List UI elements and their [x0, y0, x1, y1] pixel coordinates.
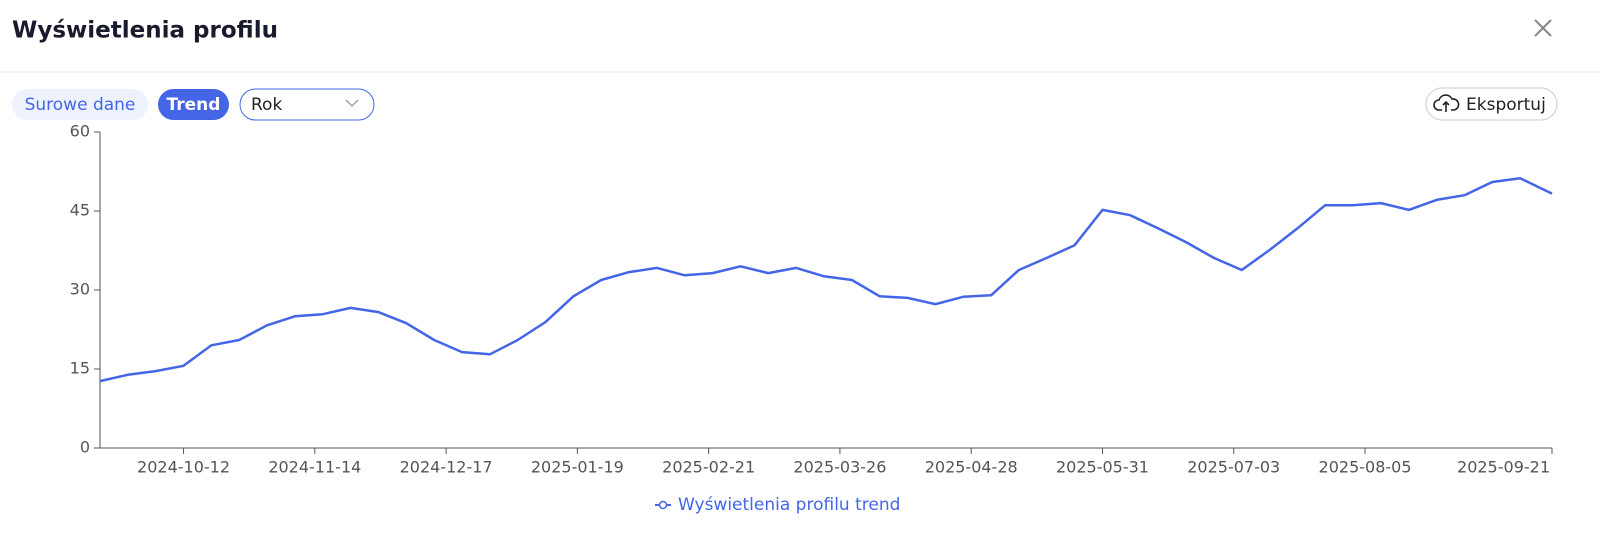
trend-line [99, 177, 1553, 383]
close-button[interactable] [1534, 19, 1552, 37]
x-tick-label: 2025-05-31 [1056, 458, 1149, 477]
x-tick-label: 2024-11-14 [268, 458, 361, 477]
raw-data-button[interactable] [12, 89, 148, 120]
x-tick-label: 2024-12-17 [400, 458, 493, 477]
y-tick-label: 60 [70, 122, 90, 141]
x-tick-label: 2025-07-03 [1187, 458, 1280, 477]
raw-data-label: Surowe dane [25, 95, 136, 115]
y-tick-label: 45 [70, 201, 90, 220]
legend-marker-dot [658, 500, 668, 510]
y-tick-label: 15 [70, 359, 90, 378]
y-tick-label: 0 [80, 438, 90, 457]
dropdown-icon [345, 99, 359, 107]
x-tick-label: 2025-09-21 [1457, 458, 1550, 477]
cloud-icon [1433, 94, 1460, 112]
x-tick-label: 2025-01-19 [531, 458, 624, 477]
period-label: Rok [251, 95, 282, 115]
x-tick-label: 2025-02-21 [662, 458, 755, 477]
x-tick-label: 2025-03-26 [793, 458, 886, 477]
trend-button[interactable] [158, 89, 229, 120]
legend-label[interactable]: Wyświetlenia profilu trend [678, 495, 900, 515]
dialog-title: Wyświetlenia profilu [12, 18, 278, 44]
export-button[interactable] [1425, 87, 1558, 121]
export-label: Eksportuj [1466, 95, 1546, 115]
period-select[interactable] [239, 88, 375, 121]
x-tick-label: 2025-08-05 [1319, 458, 1412, 477]
x-tick-label: 2024-10-12 [137, 458, 230, 477]
trend-label: Trend [167, 95, 221, 115]
x-tick-label: 2025-04-28 [925, 458, 1018, 477]
y-tick-label: 30 [70, 280, 90, 299]
